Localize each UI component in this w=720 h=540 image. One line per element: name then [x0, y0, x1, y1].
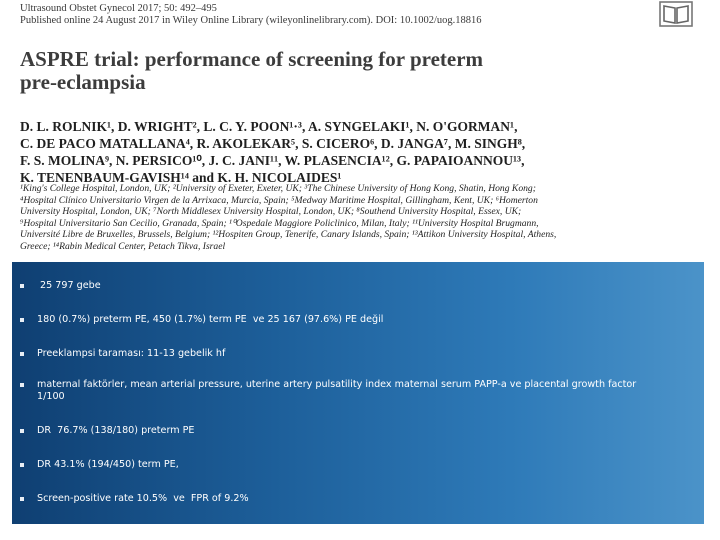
affiliation-line: ⁴Hospital Clínico Universitario Virgen d… [20, 194, 538, 206]
bullet-marker [20, 352, 24, 356]
bullet-marker [20, 463, 24, 467]
affiliation-line: Université Libre de Bruxelles, Brussels,… [20, 229, 557, 241]
list-item: 25 797 gebe [12, 280, 704, 292]
bullet-text: maternal faktörler, mean arterial pressu… [37, 379, 640, 402]
affiliation-line: Greece; ¹⁴Rabin Medical Center, Petach T… [20, 240, 226, 252]
list-item: maternal faktörler, mean arterial pressu… [12, 379, 704, 403]
article-header-image: Ultrasound Obstet Gynecol 2017; 50: 492–… [12, 0, 704, 262]
list-item: Preeklampsi taraması: 11-13 gebelik hf [12, 348, 704, 360]
bullet-text: 180 (0.7%) preterm PE, 450 (1.7%) term P… [37, 314, 384, 325]
bullet-text: Preeklampsi taraması: 11-13 gebelik hf [37, 348, 226, 359]
article-title-line: pre-eclampsia [20, 70, 146, 94]
bullet-text: DR 43.1% (194/450) term PE, [37, 459, 179, 470]
bullet-text: DR 76.7% (138/180) preterm PE [37, 425, 195, 436]
summary-bullet-list: 25 797 gebe 180 (0.7%) preterm PE, 450 (… [12, 262, 704, 524]
affiliation-line: ¹King's College Hospital, London, UK; ²U… [20, 183, 536, 194]
bullet-marker [20, 429, 24, 433]
journal-publication-info: Published online 24 August 2017 in Wiley… [20, 15, 482, 26]
bullet-marker [20, 284, 24, 288]
affiliation-line: University Hospital, London, UK; ⁷North … [20, 206, 522, 218]
bullet-marker [20, 497, 24, 501]
list-item: DR 43.1% (194/450) term PE, [12, 459, 704, 471]
affiliation-line: ⁹Hospital Universitario San Cecilio, Gra… [20, 217, 539, 229]
author-line: F. S. MOLINA⁹, N. PERSICO¹⁰, J. C. JANI¹… [20, 153, 525, 168]
bullet-marker [20, 383, 24, 387]
list-item: Screen-positive rate 10.5% ve FPR of 9.2… [12, 493, 704, 505]
bullet-text: 25 797 gebe [40, 280, 101, 291]
author-line: D. L. ROLNIK¹, D. WRIGHT², L. C. Y. POON… [20, 119, 518, 134]
list-item: 180 (0.7%) preterm PE, 450 (1.7%) term P… [12, 314, 704, 326]
affiliation-list: ¹King's College Hospital, London, UK; ²U… [20, 183, 710, 253]
author-line: C. DE PACO MATALLANA⁴, R. AKOLEKAR⁵, S. … [20, 136, 526, 151]
summary-panel: 25 797 gebe 180 (0.7%) preterm PE, 450 (… [12, 262, 704, 524]
author-list: D. L. ROLNIK¹, D. WRIGHT², L. C. Y. POON… [20, 118, 700, 186]
bullet-marker [20, 318, 24, 322]
list-item: DR 76.7% (138/180) preterm PE [12, 425, 704, 437]
journal-citation: Ultrasound Obstet Gynecol 2017; 50: 492–… [20, 3, 217, 14]
article-title-line: ASPRE trial: performance of screening fo… [20, 47, 484, 71]
article-title: ASPRE trial: performance of screening fo… [20, 48, 660, 94]
open-book-icon [648, 0, 704, 28]
bullet-text: Screen-positive rate 10.5% ve FPR of 9.2… [37, 493, 249, 504]
author-line: K. TENENBAUM-GAVISH¹⁴ and K. H. NICOLAID… [20, 170, 342, 185]
